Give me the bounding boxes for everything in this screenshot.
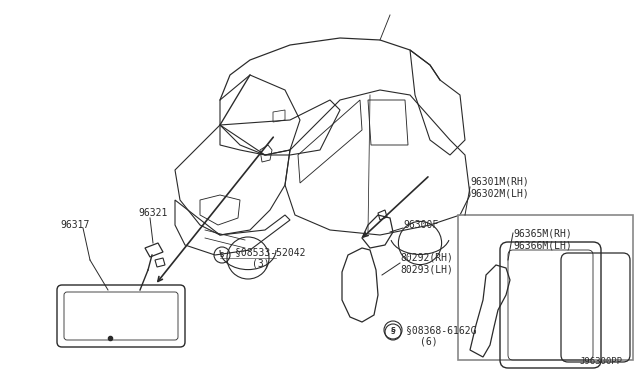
Text: §08368-6162G: §08368-6162G [406, 325, 477, 335]
Text: 96317: 96317 [60, 220, 90, 230]
Text: J96300PP: J96300PP [579, 357, 622, 366]
Text: §08533-52042: §08533-52042 [235, 247, 305, 257]
Text: S: S [390, 327, 396, 333]
Text: 80293(LH): 80293(LH) [400, 265, 453, 275]
Text: 96300F: 96300F [403, 220, 438, 230]
Text: S: S [391, 329, 395, 335]
Text: 96365M(RH): 96365M(RH) [513, 228, 572, 238]
Text: 96366M(LH): 96366M(LH) [513, 240, 572, 250]
Text: 96321: 96321 [138, 208, 168, 218]
Text: (6): (6) [420, 337, 438, 347]
Text: (3): (3) [252, 259, 269, 269]
Text: 96301M(RH): 96301M(RH) [470, 177, 529, 187]
Text: 96302M(LH): 96302M(LH) [470, 189, 529, 199]
Bar [458, 215, 633, 360]
Text: S: S [220, 252, 224, 258]
Text: 80292(RH): 80292(RH) [400, 253, 453, 263]
